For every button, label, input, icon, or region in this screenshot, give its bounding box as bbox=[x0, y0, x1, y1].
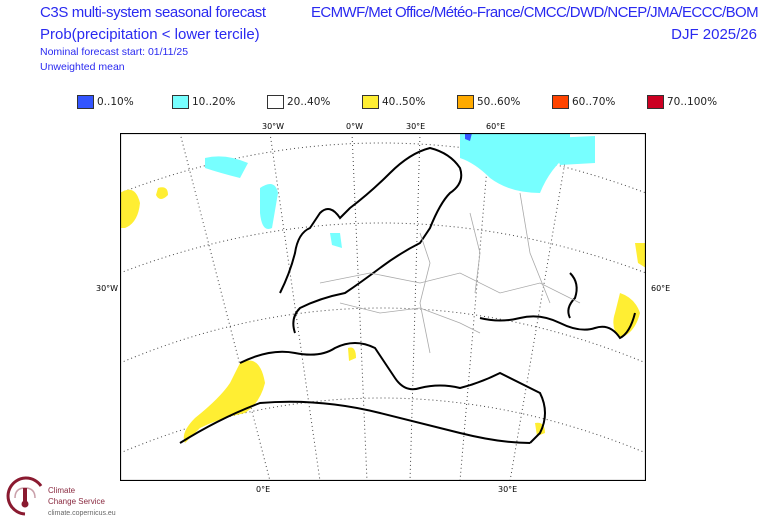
legend-label: 70..100% bbox=[667, 96, 718, 108]
probability-fills bbox=[120, 133, 646, 443]
legend-item: 40..50% bbox=[362, 95, 457, 109]
axis-label-top: 30°E bbox=[406, 122, 426, 131]
legend-label: 60..70% bbox=[572, 96, 616, 108]
logo-url: climate.copernicus.eu bbox=[48, 510, 116, 517]
logo-text: Climate bbox=[48, 486, 76, 495]
coastlines bbox=[179, 146, 636, 444]
axis-label-right: 60°E bbox=[651, 284, 671, 293]
axis-label-bottom: 30°E bbox=[498, 485, 518, 494]
axis-label-top: 60°E bbox=[486, 122, 506, 131]
legend-label: 40..50% bbox=[382, 96, 426, 108]
legend-item: 20..40% bbox=[267, 95, 362, 109]
borders bbox=[319, 192, 581, 354]
centres: ECMWF/Met Office/Météo-France/CMCC/DWD/N… bbox=[310, 4, 759, 21]
legend-label: 10..20% bbox=[192, 96, 236, 108]
forecast-start: Nominal forecast start: 01/11/25 bbox=[40, 46, 189, 58]
logo-text: Change Service bbox=[48, 497, 105, 506]
legend-label: 20..40% bbox=[287, 96, 331, 108]
chart-subtitle: Prob(precipitation < lower tercile) bbox=[40, 26, 260, 43]
legend-item: 0..10% bbox=[77, 95, 172, 109]
map bbox=[120, 133, 646, 481]
legend-item: 50..60% bbox=[457, 95, 552, 109]
chart-title: C3S multi-system seasonal forecast bbox=[40, 4, 266, 21]
legend-item: 60..70% bbox=[552, 95, 647, 109]
map-frame bbox=[120, 133, 646, 481]
mean-type: Unweighted mean bbox=[40, 61, 125, 73]
season: DJF 2025/26 bbox=[671, 26, 757, 43]
copernicus-logo: Climate Change Service climate.copernicu… bbox=[5, 476, 116, 521]
axis-label-bottom: 0°E bbox=[256, 485, 271, 494]
axis-label-top: 0°W bbox=[346, 122, 363, 131]
legend-label: 50..60% bbox=[477, 96, 521, 108]
legend-label: 0..10% bbox=[97, 96, 134, 108]
legend: 0..10% 10..20% 20..40% 40..50% 50..60% 6… bbox=[77, 95, 742, 109]
axis-label-top: 30°W bbox=[262, 122, 285, 131]
legend-item: 10..20% bbox=[172, 95, 267, 109]
thermometer-cloud-icon bbox=[6, 476, 43, 516]
legend-item: 70..100% bbox=[647, 95, 742, 109]
axis-label-left: 30°W bbox=[96, 284, 119, 293]
